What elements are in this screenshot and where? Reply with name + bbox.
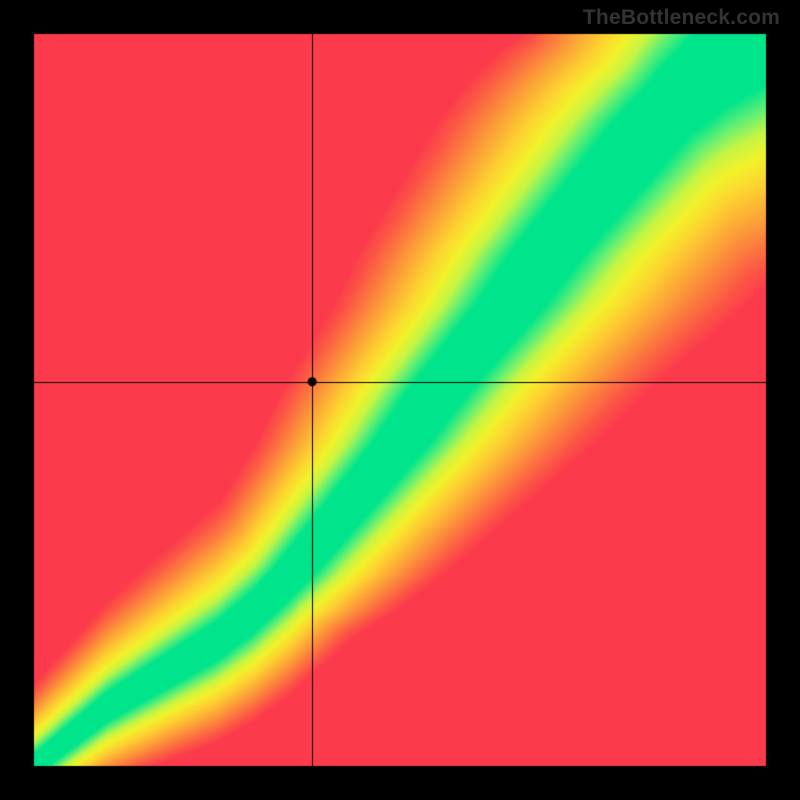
bottleneck-heatmap [0,0,800,800]
watermark-text: TheBottleneck.com [583,6,780,30]
